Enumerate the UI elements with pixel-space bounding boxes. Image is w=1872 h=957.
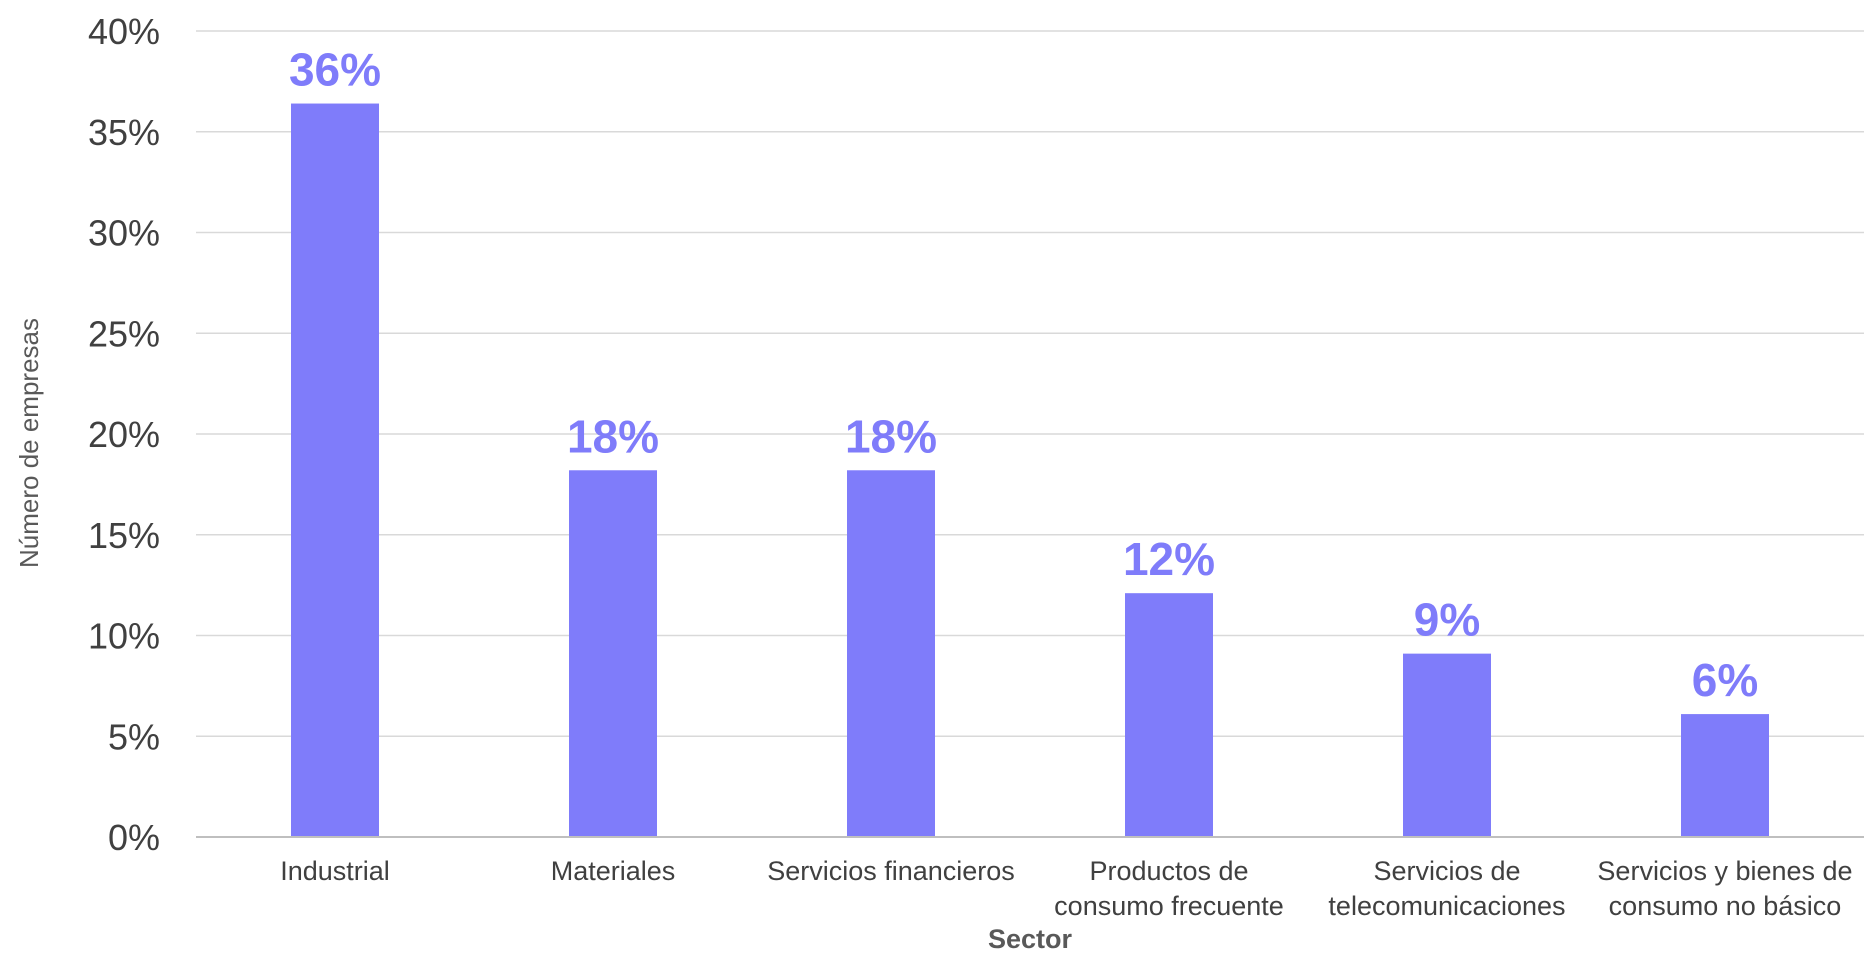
x-tick-label: telecomunicaciones (1328, 891, 1565, 921)
data-label: 6% (1692, 654, 1758, 706)
x-tick-label: Productos de (1089, 856, 1248, 886)
x-tick-label: Servicios de (1373, 856, 1520, 886)
data-label: 18% (567, 410, 659, 462)
bars (291, 103, 1769, 838)
y-tick-label: 5% (108, 716, 160, 757)
x-tick-label: Industrial (280, 856, 390, 886)
y-tick-label: 30% (88, 213, 160, 254)
y-tick-label: 25% (88, 313, 160, 354)
y-tick-label: 40% (88, 11, 160, 52)
y-axis-ticks: 0% 5% 10% 15% 20% 25% 30% 35% 40% (88, 11, 160, 858)
bar (569, 470, 657, 837)
y-tick-label: 20% (88, 414, 160, 455)
x-tick-label: consumo frecuente (1054, 891, 1284, 921)
y-tick-label: 0% (108, 817, 160, 858)
data-labels: 36% 18% 18% 12% 9% 6% (289, 44, 1758, 707)
x-tick-label: Servicios y bienes de (1597, 856, 1852, 886)
data-label: 36% (289, 44, 381, 96)
bar (847, 470, 935, 837)
y-axis-title: Número de empresas (14, 318, 44, 568)
data-label: 9% (1414, 594, 1480, 646)
bar (1125, 593, 1213, 837)
y-tick-label: 15% (88, 515, 160, 556)
bar (291, 103, 379, 838)
x-axis-ticks: Industrial Materiales Servicios financiero… (280, 856, 1852, 921)
y-tick-label: 10% (88, 616, 160, 657)
bar (1681, 714, 1769, 837)
bar (1403, 653, 1491, 837)
data-label: 12% (1123, 533, 1215, 585)
x-tick-label: consumo no básico (1609, 891, 1842, 921)
data-label: 18% (845, 410, 937, 462)
x-tick-label: Materiales (551, 856, 676, 886)
x-axis-title: Sector (988, 924, 1073, 954)
gridlines (196, 30, 1864, 737)
x-tick-label: Servicios financieros (767, 856, 1015, 886)
y-tick-label: 35% (88, 112, 160, 153)
